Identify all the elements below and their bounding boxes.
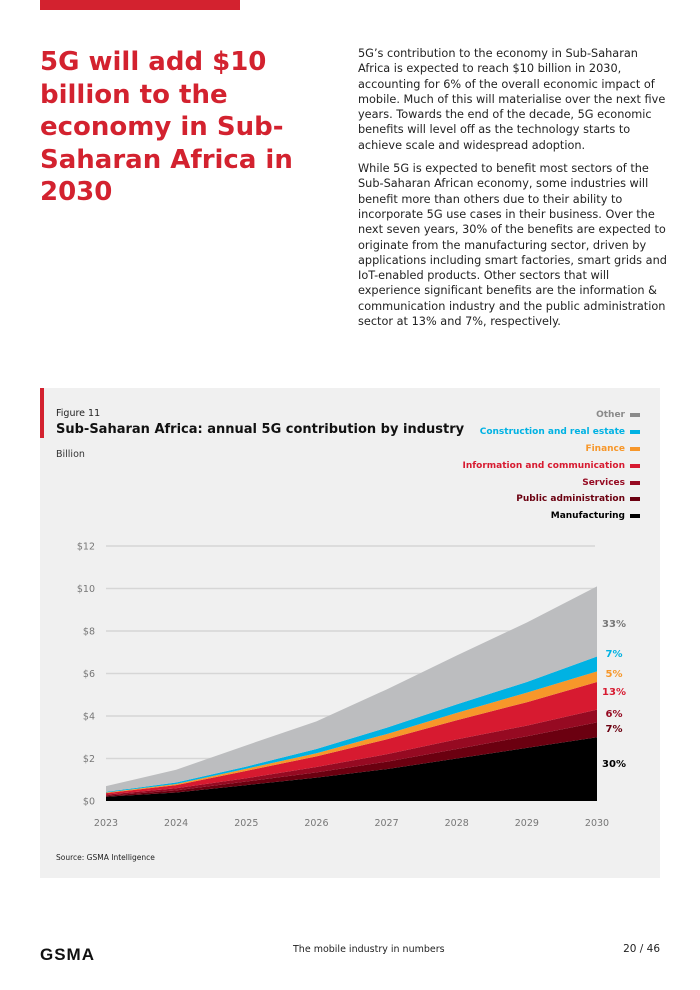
paragraph: While 5G is expected to benefit most sec…	[358, 162, 667, 329]
legend-item: Construction and real estate	[463, 424, 640, 441]
y-tick-label: $4	[83, 712, 95, 723]
page-number: 20 / 46	[623, 943, 660, 955]
legend-item: Finance	[463, 441, 640, 458]
legend-label: Information and communication	[462, 460, 625, 471]
legend-swatch	[630, 480, 640, 485]
legend-swatch	[630, 514, 640, 519]
legend-item: Services	[463, 474, 640, 491]
share-label: 7%	[606, 724, 623, 735]
legend-item: Public administration	[463, 491, 640, 508]
x-tick-label: 2029	[515, 818, 539, 829]
legend-swatch	[630, 497, 640, 502]
x-tick-label: 2026	[304, 818, 328, 829]
legend-label: Construction and real estate	[479, 427, 625, 438]
y-tick-label: $8	[83, 627, 95, 638]
area-other	[106, 586, 597, 792]
share-label: 5%	[606, 669, 623, 680]
legend-label: Other	[596, 410, 625, 421]
legend-label: Finance	[585, 443, 625, 454]
y-tick-label: $0	[83, 797, 95, 808]
y-axis-unit: Billion	[56, 449, 85, 460]
legend-item: Manufacturing	[463, 508, 640, 525]
area-chart: $0 $2 $4 $6 $8 $10 $12 2023 2024 2025 2026 2027 2028…	[77, 542, 626, 830]
legend-label: Manufacturing	[550, 511, 625, 522]
chart-legend: Other Construction and real estate Finance…	[463, 407, 640, 525]
legend-swatch	[630, 413, 640, 418]
legend-swatch	[630, 463, 640, 468]
footer-title: The mobile industry in numbers	[293, 944, 445, 955]
headline: 5G will add $10 billion to the economy i…	[40, 47, 293, 207]
share-label: 6%	[606, 709, 623, 720]
legend-item: Other	[463, 407, 640, 424]
top-accent-bar	[40, 0, 240, 10]
x-tick-label: 2024	[164, 818, 188, 829]
area-manufacturing	[106, 737, 597, 801]
chart-title: Sub-Saharan Africa: annual 5G contributi…	[56, 422, 465, 437]
share-label: 13%	[602, 687, 626, 698]
x-tick-label: 2028	[445, 818, 469, 829]
legend-swatch	[630, 446, 640, 451]
y-tick-label: $10	[77, 584, 95, 595]
body-text: 5G’s contribution to the economy in Sub-…	[358, 46, 668, 337]
share-label: 30%	[602, 759, 626, 770]
y-tick-label: $12	[77, 542, 95, 553]
legend-swatch	[630, 430, 640, 435]
legend-item: Information and communication	[463, 457, 640, 474]
gsma-logo: GSMA	[40, 945, 95, 964]
figure-panel: $0 $2 $4 $6 $8 $10 $12 2023 2024 2025 2026 2027 2028…	[40, 388, 660, 878]
x-tick-label: 2023	[94, 818, 118, 829]
panel-accent	[40, 388, 44, 438]
source-note: Source: GSMA Intelligence	[56, 853, 155, 862]
share-label: 7%	[606, 649, 623, 660]
paragraph: 5G’s contribution to the economy in Sub-…	[358, 47, 666, 152]
x-tick-label: 2027	[374, 818, 398, 829]
share-label: 33%	[602, 619, 626, 630]
figure-label: Figure 11	[56, 408, 101, 419]
legend-label: Services	[582, 477, 625, 488]
x-tick-label: 2025	[234, 818, 258, 829]
x-tick-label: 2030	[585, 818, 609, 829]
y-tick-label: $6	[83, 669, 95, 680]
y-tick-label: $2	[83, 754, 95, 765]
legend-label: Public administration	[516, 494, 625, 505]
